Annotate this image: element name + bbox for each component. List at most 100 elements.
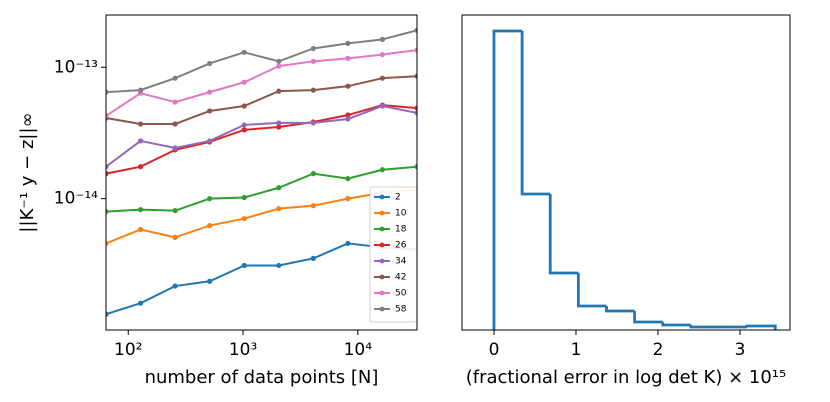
legend-marker [379, 274, 385, 280]
legend-label: 58 [395, 305, 407, 315]
x-axis-label: (fractional error in log det K) × 10¹⁵ [466, 367, 786, 388]
legend: 2 10 18 26 34 42 50 58 [369, 186, 418, 323]
point [241, 262, 247, 269]
point [345, 40, 351, 46]
point [414, 47, 417, 53]
point [106, 171, 109, 177]
point [241, 122, 247, 128]
legend-marker [379, 242, 385, 248]
histogram-bin [492, 29, 523, 330]
legend-marker [379, 210, 385, 216]
point [172, 121, 178, 127]
legend-label: 26 [395, 241, 407, 251]
x-tick-label: 10² [114, 340, 142, 360]
histogram-bin [576, 273, 607, 308]
point [241, 49, 247, 55]
series-line [106, 49, 417, 117]
histogram-bin [745, 324, 777, 330]
point [241, 194, 247, 201]
point [276, 58, 282, 64]
point [310, 203, 316, 209]
subplot: 10² 10³ 10⁴ 10⁻¹⁴ 10⁻¹³ number of data points… [17, 14, 418, 388]
point [345, 196, 351, 202]
point [310, 255, 316, 261]
point [137, 87, 144, 93]
point [414, 27, 417, 33]
legend-marker [379, 290, 385, 296]
subplot: 0 1 2 3 (fractional error in log det K) × 10… [461, 14, 791, 388]
point [276, 262, 282, 269]
legend-label: 42 [395, 273, 406, 283]
y-tick-label: 10⁻¹³ [54, 57, 98, 77]
point [414, 110, 417, 116]
histogram-bin [605, 306, 635, 313]
x-tick-label: 2 [653, 340, 664, 360]
point [379, 36, 386, 43]
point [276, 124, 282, 130]
point [137, 138, 144, 144]
point [137, 164, 144, 170]
point [137, 121, 144, 127]
point [172, 283, 178, 289]
legend-box [369, 186, 418, 323]
x-tick-label: 0 [489, 340, 500, 360]
point [276, 120, 282, 126]
legend-label: 2 [395, 193, 401, 203]
plot-area [492, 29, 777, 330]
point [106, 89, 109, 95]
legend-label: 18 [395, 225, 407, 235]
series-line [106, 188, 417, 245]
series-line [106, 75, 417, 125]
point [241, 79, 247, 85]
series-line [106, 29, 417, 94]
legend-marker [379, 258, 385, 264]
histogram-bin [633, 311, 663, 324]
point [276, 206, 282, 212]
point [379, 103, 386, 109]
x-axis-label: number of data points [N] [145, 367, 379, 388]
point [207, 278, 213, 284]
point [414, 73, 417, 79]
point [172, 234, 178, 240]
point [207, 138, 213, 144]
point [106, 311, 109, 317]
point [379, 75, 386, 81]
point [345, 112, 351, 118]
series-line [106, 242, 417, 316]
y-axis-label: ||K⁻¹ y − z||∞ [17, 112, 38, 232]
point [345, 116, 351, 122]
point [276, 185, 282, 191]
x-tick-label: 10³ [229, 340, 257, 360]
point [310, 45, 316, 52]
histogram-bin [689, 325, 719, 329]
point [345, 55, 351, 61]
point [172, 145, 178, 151]
x-tick-label: 3 [735, 340, 746, 360]
legend-marker [379, 306, 385, 312]
point [276, 88, 282, 94]
point [137, 300, 144, 306]
legend-label: 10 [395, 209, 407, 219]
point [345, 240, 351, 247]
legend-marker [379, 194, 385, 200]
point [172, 75, 178, 81]
point [106, 113, 109, 119]
y-tick-label: 10⁻¹⁴ [54, 189, 98, 209]
point [137, 226, 144, 233]
x-tick-label: 10⁴ [344, 340, 373, 360]
histogram-bin [548, 194, 579, 275]
point [310, 58, 316, 64]
point [106, 164, 109, 170]
histogram-bin [520, 31, 551, 196]
point [414, 105, 417, 111]
series-line [106, 165, 417, 213]
point [310, 87, 316, 93]
point [137, 207, 144, 213]
axes-frame [105, 14, 418, 331]
point [207, 108, 213, 114]
point [172, 99, 178, 105]
plot-area [106, 27, 417, 317]
point [310, 120, 316, 126]
point [276, 63, 282, 69]
